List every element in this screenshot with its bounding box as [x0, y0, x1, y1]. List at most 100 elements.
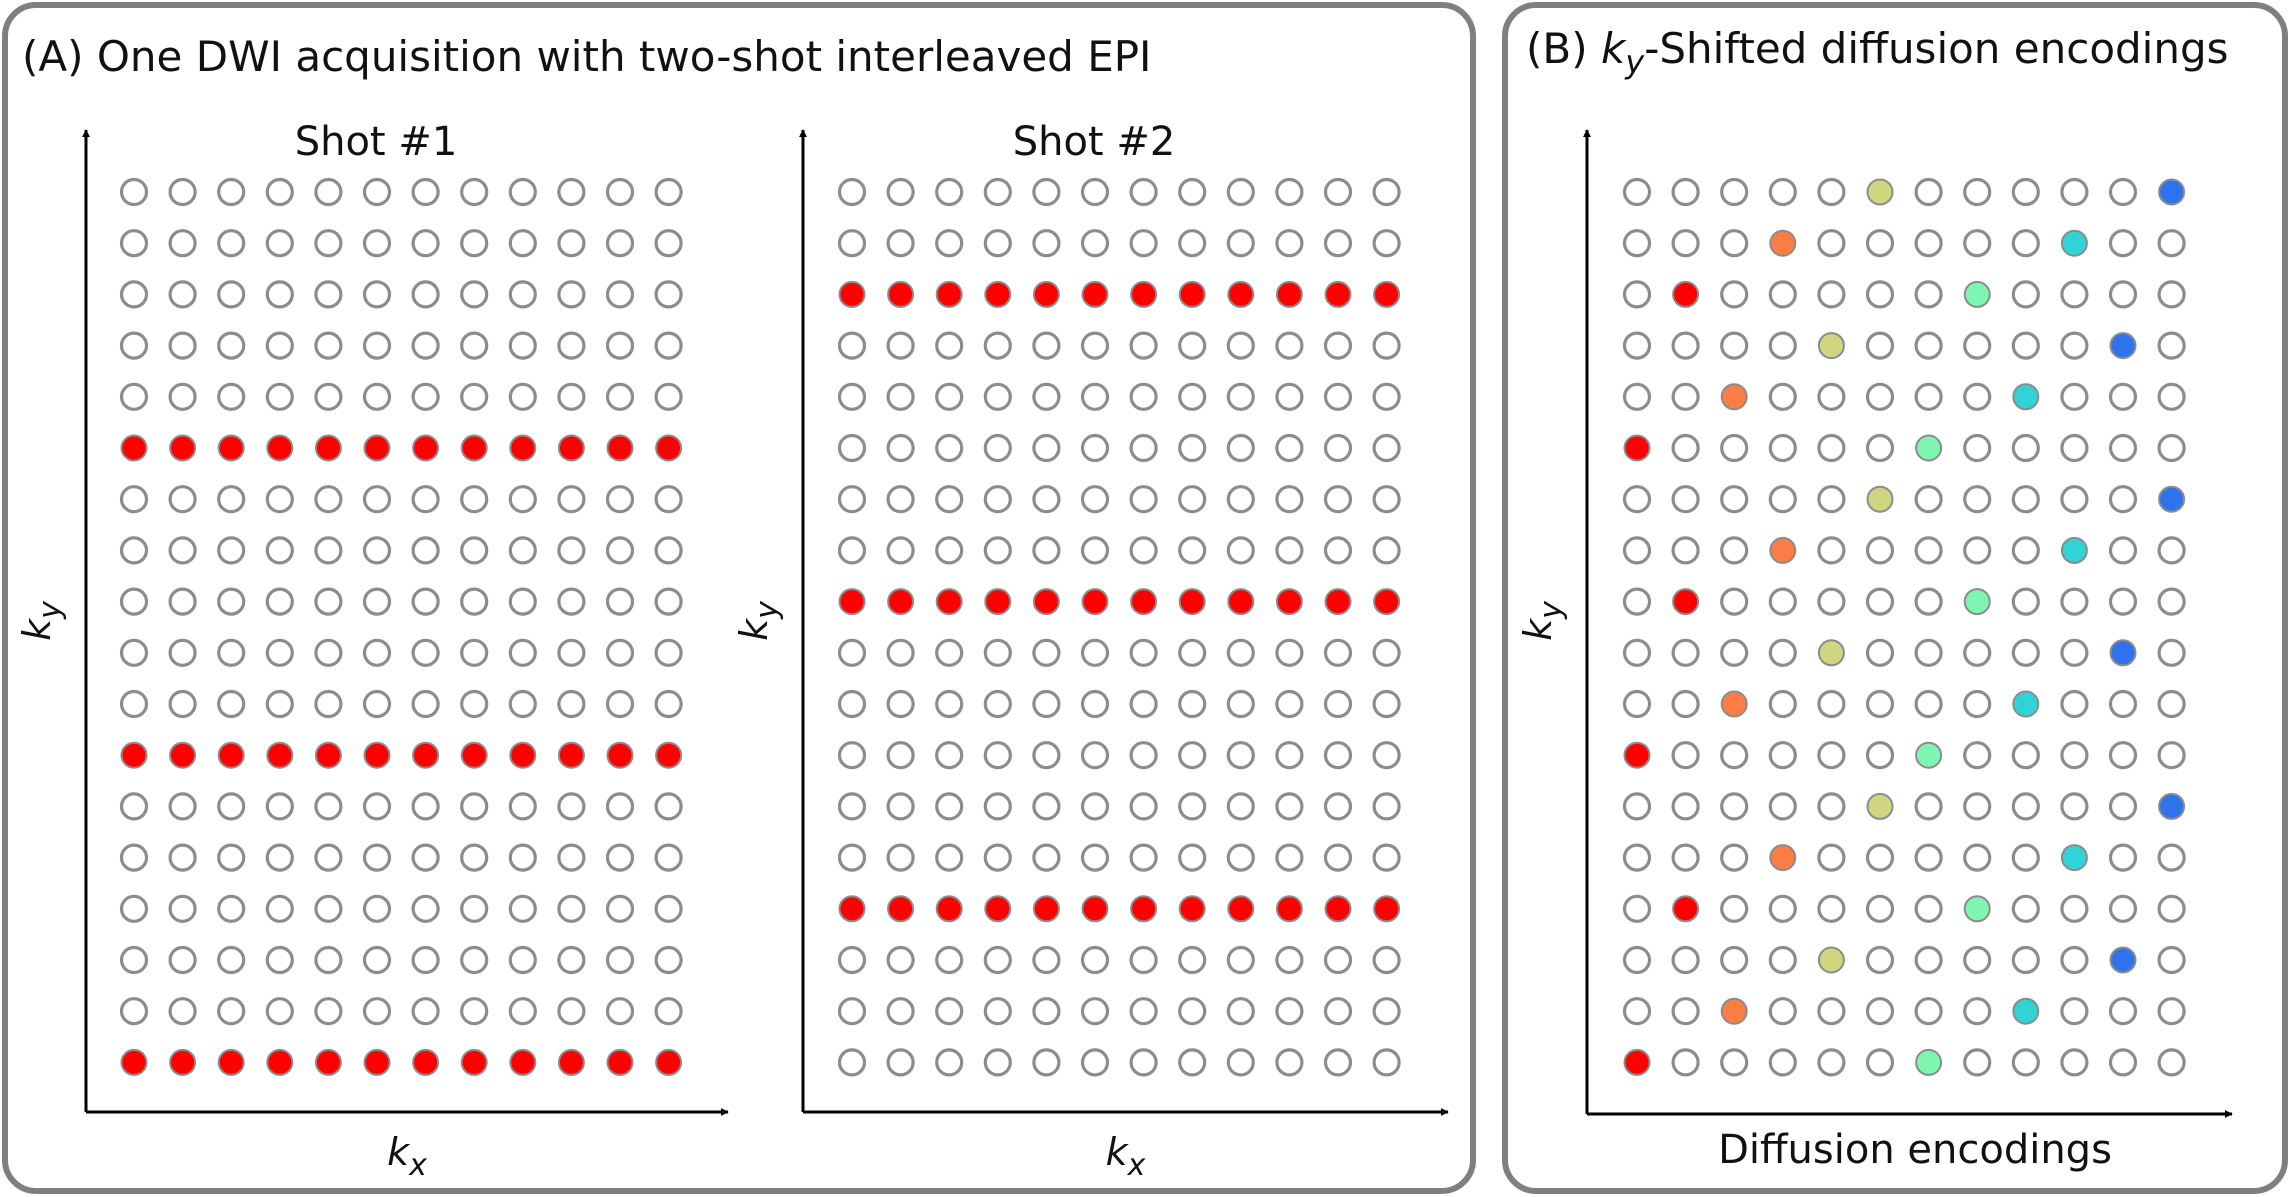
kspace-open-point — [837, 1048, 867, 1077]
kspace-open-point — [1372, 638, 1401, 667]
encoding-open-point — [1720, 843, 1749, 872]
kspace-open-point — [605, 587, 635, 616]
encoding-filled-point — [1915, 1048, 1943, 1076]
kspace-open-point — [168, 997, 197, 1026]
kspace-open-point — [654, 280, 683, 309]
kspace-open-point — [460, 689, 489, 719]
kspace-open-point — [1178, 843, 1207, 872]
encoding-open-point — [1817, 894, 1846, 923]
kspace-filled-point — [363, 741, 391, 769]
kspace-filled-point — [1081, 895, 1109, 923]
encoding-open-point — [1914, 689, 1943, 719]
kspace-filled-point — [984, 588, 1012, 616]
encoding-open-point — [1720, 331, 1749, 360]
encoding-open-point — [1914, 177, 1943, 207]
kspace-open-point — [1226, 638, 1255, 667]
encoding-open-point — [1963, 638, 1992, 667]
kspace-filled-point — [1032, 588, 1060, 616]
shot-title: Shot #2 — [1013, 119, 1176, 165]
kspace-open-point — [654, 382, 683, 411]
kspace-open-point — [508, 638, 537, 667]
encoding-open-point — [2108, 433, 2138, 463]
encoding-open-point — [1720, 638, 1749, 667]
kspace-open-point — [1032, 945, 1061, 975]
kspace-open-point — [411, 638, 440, 667]
kspace-filled-point — [655, 434, 683, 462]
encoding-open-point — [1720, 894, 1749, 923]
kspace-open-point — [217, 638, 246, 667]
kspace-open-point — [314, 587, 343, 616]
kspace-open-point — [935, 741, 964, 770]
kspace-open-point — [508, 177, 537, 207]
kspace-open-point — [557, 587, 586, 616]
kspace-open-point — [557, 945, 586, 975]
kspace-filled-point — [314, 434, 342, 462]
kspace-filled-point — [1081, 588, 1109, 616]
kspace-open-point — [1080, 997, 1110, 1026]
kspace-filled-point — [887, 895, 915, 923]
kspace-open-point — [508, 229, 537, 258]
kspace-open-point — [1080, 177, 1110, 207]
kspace-open-point — [460, 997, 489, 1026]
kspace-open-point — [411, 587, 440, 616]
kspace-open-point — [217, 536, 246, 565]
kspace-open-point — [1226, 229, 1255, 258]
kspace-open-point — [557, 177, 586, 207]
encoding-open-point — [1768, 689, 1797, 719]
kspace-open-point — [1178, 331, 1207, 360]
kspace-open-point — [1178, 997, 1207, 1026]
kspace-open-point — [119, 280, 149, 309]
kspace-open-point — [314, 997, 343, 1026]
kspace-open-point — [1323, 638, 1353, 667]
kspace-open-point — [1178, 689, 1207, 719]
kspace-open-point — [1080, 433, 1110, 463]
encoding-open-point — [1622, 382, 1652, 411]
encoding-open-point — [1622, 843, 1652, 872]
encoding-open-point — [1720, 792, 1749, 821]
encoding-open-point — [2060, 792, 2089, 821]
kspace-open-point — [654, 638, 683, 667]
kspace-filled-point — [655, 1048, 683, 1076]
kspace-open-point — [1226, 741, 1255, 770]
kspace-open-point — [314, 894, 343, 923]
kspace-open-point — [265, 229, 294, 258]
kspace-filled-point — [1178, 588, 1206, 616]
encoding-open-point — [1622, 331, 1652, 360]
kspace-filled-point — [935, 588, 963, 616]
kspace-filled-point — [1275, 895, 1303, 923]
encoding-open-point — [2060, 280, 2089, 309]
kspace-open-point — [217, 229, 246, 258]
kspace-open-point — [411, 485, 440, 514]
kspace-open-point — [1323, 433, 1353, 463]
kspace-filled-point — [606, 1048, 634, 1076]
kspace-open-point — [557, 997, 586, 1026]
encoding-open-point — [1963, 229, 1992, 258]
encoding-filled-point — [1720, 690, 1748, 718]
encoding-open-point — [1865, 997, 1895, 1026]
encoding-filled-point — [1720, 997, 1748, 1025]
kspace-open-point — [886, 229, 915, 258]
kspace-open-point — [217, 689, 246, 719]
encoding-open-point — [1914, 638, 1943, 667]
kspace-open-point — [1178, 945, 1207, 975]
kspace-filled-point — [1373, 280, 1401, 308]
encoding-open-point — [1963, 945, 1992, 975]
kspace-open-point — [886, 536, 915, 565]
encoding-open-point — [1671, 229, 1700, 258]
kspace-open-point — [411, 997, 440, 1026]
encoding-open-point — [1865, 229, 1895, 258]
kspace-open-point — [508, 945, 537, 975]
kspace-open-point — [314, 229, 343, 258]
kspace-open-point — [1372, 229, 1401, 258]
kspace-open-point — [1129, 741, 1158, 770]
kspace-open-point — [411, 894, 440, 923]
kspace-open-point — [1323, 689, 1353, 719]
kspace-open-point — [217, 945, 246, 975]
kspace-open-point — [508, 280, 537, 309]
kspace-open-point — [508, 792, 537, 821]
kspace-open-point — [886, 741, 915, 770]
kspace-open-point — [411, 843, 440, 872]
kspace-open-point — [983, 485, 1012, 514]
kspace-open-point — [265, 587, 294, 616]
kspace-open-point — [1372, 945, 1401, 975]
